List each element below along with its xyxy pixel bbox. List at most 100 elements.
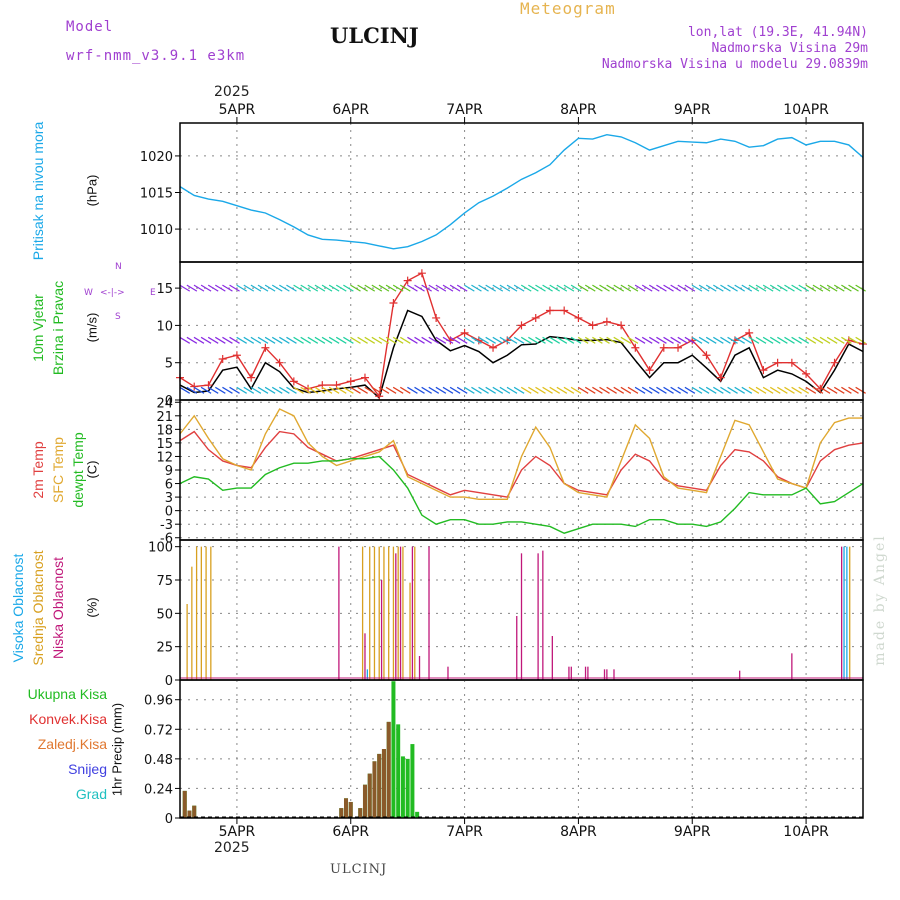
- wind-arrow: [791, 386, 802, 394]
- wind-arrow: [577, 284, 589, 292]
- wind-arrow: [613, 284, 625, 292]
- wind-arrow: [506, 336, 518, 344]
- wind-arrow: [584, 386, 596, 394]
- wind-arrow: [819, 284, 831, 292]
- wind-arrow: [741, 386, 753, 394]
- wind-arrow: [769, 386, 781, 394]
- precip-conv-bar: [377, 753, 382, 818]
- wind-arrow: [328, 284, 340, 292]
- gust-marker: [560, 306, 569, 315]
- wind-arrow: [399, 386, 411, 394]
- wind-arrow: [670, 336, 681, 344]
- bottom-day-label: 7APR: [446, 824, 483, 840]
- wind-arrow: [727, 336, 738, 344]
- wind-arrow: [449, 284, 461, 292]
- wind-arrow: [428, 336, 440, 344]
- gust-marker: [432, 313, 441, 322]
- wind-arrow: [371, 336, 383, 344]
- wind-arrow: [456, 336, 468, 344]
- gust-marker: [531, 313, 540, 322]
- panel0-ytick-label: 1020: [140, 150, 173, 165]
- wind-arrow: [378, 284, 390, 292]
- wind-arrow: [464, 336, 475, 344]
- wind-arrow: [841, 284, 852, 292]
- wind-arrow: [720, 284, 731, 292]
- wind-arrow: [186, 284, 198, 292]
- wind-arrow: [279, 336, 290, 344]
- wind-arrow: [833, 284, 845, 292]
- wind-arrow: [663, 386, 674, 394]
- precip-conv-bar: [372, 761, 377, 818]
- series-slp: [179, 133, 864, 250]
- wind-arrow: [392, 386, 404, 394]
- wind-arrow: [335, 284, 347, 292]
- wind-arrow: [286, 284, 297, 292]
- wind-arrow: [848, 386, 859, 394]
- panel4-ytick-label: 0.96: [144, 694, 173, 709]
- altitude-label: Nadmorska Visina 29m: [711, 41, 868, 56]
- wind-arrow: [314, 386, 326, 394]
- wind-arrow: [314, 336, 326, 344]
- wind-arrow: [762, 284, 774, 292]
- wind-arrow: [620, 336, 632, 344]
- wind-arrow: [286, 386, 297, 394]
- wind-arrow: [293, 386, 304, 394]
- wind-arrow: [520, 336, 532, 344]
- wind-arrow: [257, 284, 269, 292]
- wind-arrow: [485, 284, 496, 292]
- compass-e-label: E: [150, 288, 156, 298]
- gust-marker: [232, 351, 241, 360]
- wind-arrow: [599, 386, 610, 394]
- wind-arrow: [812, 284, 824, 292]
- precip-conv-bar: [182, 790, 187, 818]
- wind-arrow: [421, 284, 432, 292]
- panel4-ytick-label: 0.24: [144, 782, 173, 797]
- wind-arrow: [577, 386, 589, 394]
- wind-arrow: [378, 386, 390, 394]
- series-sfc-temp: [179, 408, 863, 501]
- wind-arrow: [528, 336, 539, 344]
- wind-arrow: [570, 386, 582, 394]
- wind-arrow: [257, 386, 269, 394]
- panel1-ytick-label: 10: [156, 319, 173, 334]
- precip-total-bar: [391, 681, 396, 818]
- precip-conv-bar: [192, 805, 197, 818]
- wind-arrow: [833, 336, 845, 344]
- compass-s-label: S: [115, 312, 121, 322]
- wind-arrow: [293, 284, 304, 292]
- wind-arrow: [314, 284, 326, 292]
- wind-arrow: [478, 336, 489, 344]
- wind-arrow: [471, 336, 482, 344]
- panel4-frame: [179, 679, 864, 819]
- wind-arrow: [698, 386, 710, 394]
- wind-arrow: [179, 386, 191, 394]
- wind-arrow: [791, 336, 802, 344]
- wind-arrow: [684, 336, 696, 344]
- wind-arrow: [812, 386, 824, 394]
- wind-arrow: [350, 386, 361, 394]
- lonlat-label: lon,lat (19.3E, 41.94N): [687, 25, 868, 40]
- wind-arrow: [492, 284, 504, 292]
- series-2m-temp: [179, 430, 864, 498]
- wind-arrow: [542, 284, 553, 292]
- wind-arrow: [841, 386, 852, 394]
- wind-arrow: [570, 336, 582, 344]
- wind-arrow: [328, 386, 340, 394]
- wind-arrow: [449, 386, 461, 394]
- wind-arrow: [321, 386, 333, 394]
- wind-arrow: [250, 336, 262, 344]
- wind-arrow: [741, 336, 753, 344]
- wind-arrow: [243, 336, 255, 344]
- wind-arrow: [207, 386, 219, 394]
- wind-arrow: [599, 284, 610, 292]
- wind-arrow: [592, 336, 603, 344]
- wind-arrow: [833, 386, 845, 394]
- wind-arrow: [798, 386, 810, 394]
- gust-marker: [190, 382, 199, 391]
- wind-arrow: [435, 386, 447, 394]
- wind-arrow: [271, 336, 283, 344]
- wind-arrow: [193, 284, 205, 292]
- precip-snow-label: Snijeg: [68, 761, 107, 777]
- top-day-label: 8APR: [560, 102, 597, 118]
- panel3-ytick-label: 0: [165, 674, 173, 689]
